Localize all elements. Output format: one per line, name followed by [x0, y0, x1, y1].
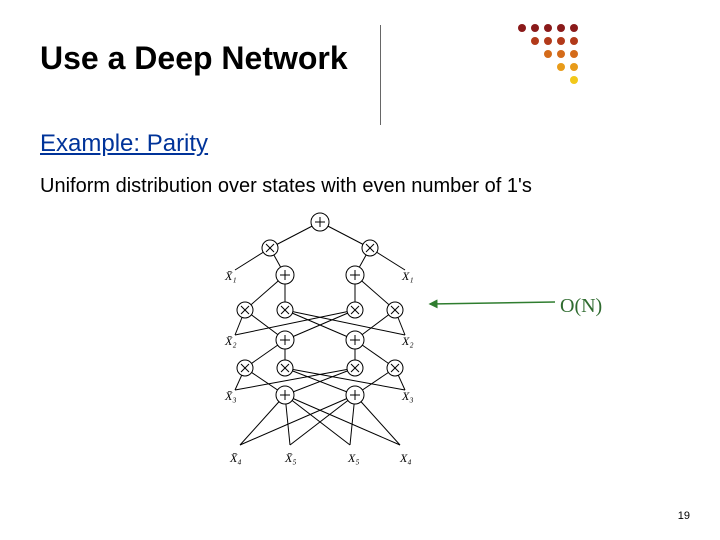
annotation-arrow	[0, 0, 720, 540]
page-number: 19	[678, 510, 690, 522]
complexity-annotation: O(N)	[560, 295, 602, 318]
